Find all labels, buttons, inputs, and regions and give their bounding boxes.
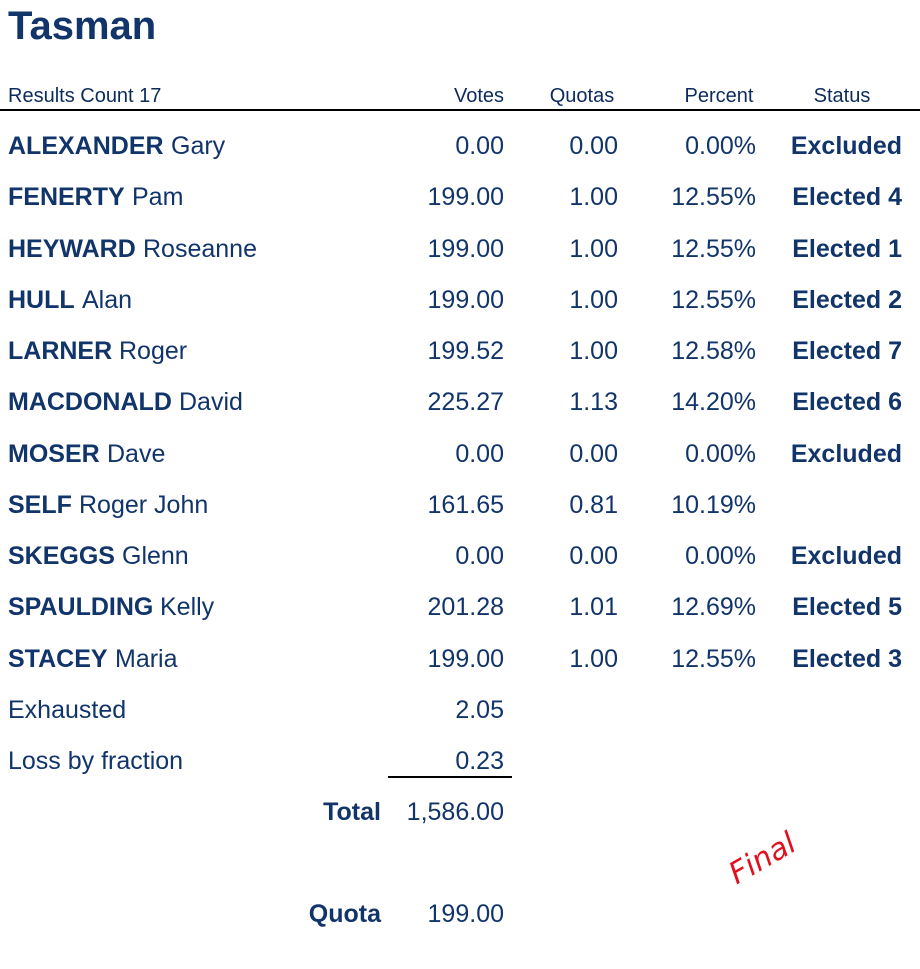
surname: SKEGGS: [8, 542, 115, 570]
percent: 12.55%: [671, 183, 756, 212]
exhausted-votes: 2.05: [455, 695, 504, 724]
quotas: 1.00: [569, 644, 618, 673]
sum-rule: [388, 776, 512, 778]
given-name: Kelly: [160, 593, 215, 622]
quotas: 1.00: [569, 337, 618, 365]
given-name: David: [179, 388, 243, 417]
given-name: Maria: [115, 644, 178, 673]
percent: 0.00%: [685, 132, 756, 160]
surname: ALEXANDER: [8, 132, 164, 160]
status: Excluded: [790, 132, 902, 160]
votes: 0.00: [455, 132, 504, 160]
quotas: 1.00: [569, 234, 618, 263]
status: Elected 7: [792, 337, 902, 365]
given-name: Roger: [119, 337, 188, 365]
surname: LARNER: [8, 337, 113, 365]
quotas: 0.00: [569, 132, 618, 160]
votes: 161.65: [427, 490, 504, 519]
percent: 12.55%: [671, 644, 756, 673]
votes: 0.00: [455, 439, 504, 468]
quota-votes: 199.00: [427, 900, 504, 928]
surname: SPAULDING: [8, 593, 154, 622]
header-status: Status: [813, 85, 871, 107]
surname: STACEY: [8, 644, 108, 673]
given-name: Alan: [82, 285, 133, 314]
quotas: 0.00: [569, 439, 618, 468]
header-votes: Votes: [453, 85, 504, 107]
surname: HULL: [8, 285, 75, 314]
given-name: Pam: [132, 183, 184, 212]
exhausted-label: Exhausted: [8, 695, 127, 724]
header-quotas: Quotas: [549, 85, 615, 107]
total-votes: 1,586.00: [406, 798, 504, 826]
status: Excluded: [790, 542, 902, 570]
percent: 12.58%: [671, 337, 756, 365]
total-label: Total: [323, 798, 381, 826]
percent: 12.55%: [671, 234, 756, 263]
header-percent: Percent: [684, 85, 754, 107]
surname: MACDONALD: [8, 388, 172, 417]
votes: 199.52: [427, 337, 504, 365]
given-name: Roseanne: [143, 234, 257, 263]
quotas: 0.00: [569, 542, 618, 570]
percent: 12.55%: [671, 285, 756, 314]
percent: 14.20%: [671, 388, 756, 417]
votes: 225.27: [427, 388, 504, 417]
status: Elected 6: [792, 388, 902, 417]
surname: MOSER: [8, 439, 100, 468]
status: Elected 3: [792, 644, 902, 673]
percent: 12.69%: [671, 593, 756, 622]
header-rule: [0, 109, 920, 111]
votes: 199.00: [427, 234, 504, 263]
status: Elected 2: [792, 285, 902, 314]
quotas: 0.81: [569, 490, 618, 519]
loss-votes: 0.23: [455, 747, 504, 775]
header-count: Results Count 17: [8, 85, 162, 107]
status: Elected 4: [792, 183, 902, 212]
votes: 199.00: [427, 285, 504, 314]
percent: 10.19%: [671, 490, 756, 519]
percent: 0.00%: [685, 439, 756, 468]
quotas: 1.00: [569, 183, 618, 212]
votes: 0.00: [455, 542, 504, 570]
title: Tasman: [8, 4, 157, 48]
given-name: Dave: [107, 439, 166, 468]
votes: 201.28: [427, 593, 504, 622]
status: Elected 1: [792, 234, 902, 263]
surname: SELF: [8, 490, 72, 519]
votes: 199.00: [427, 644, 504, 673]
loss-label: Loss by fraction: [8, 747, 184, 775]
surname: HEYWARD: [8, 234, 136, 263]
given-name: Gary: [171, 132, 226, 160]
quotas: 1.00: [569, 285, 618, 314]
quotas: 1.13: [569, 388, 618, 417]
quotas: 1.01: [569, 593, 618, 622]
votes: 199.00: [427, 183, 504, 212]
final-stamp: Final: [723, 825, 803, 892]
status: Elected 5: [792, 593, 902, 622]
surname: FENERTY: [8, 183, 125, 212]
quota-label: Quota: [308, 900, 381, 928]
status: Excluded: [790, 439, 902, 468]
given-name: Roger John: [79, 490, 209, 519]
percent: 0.00%: [685, 542, 756, 570]
given-name: Glenn: [122, 542, 189, 570]
